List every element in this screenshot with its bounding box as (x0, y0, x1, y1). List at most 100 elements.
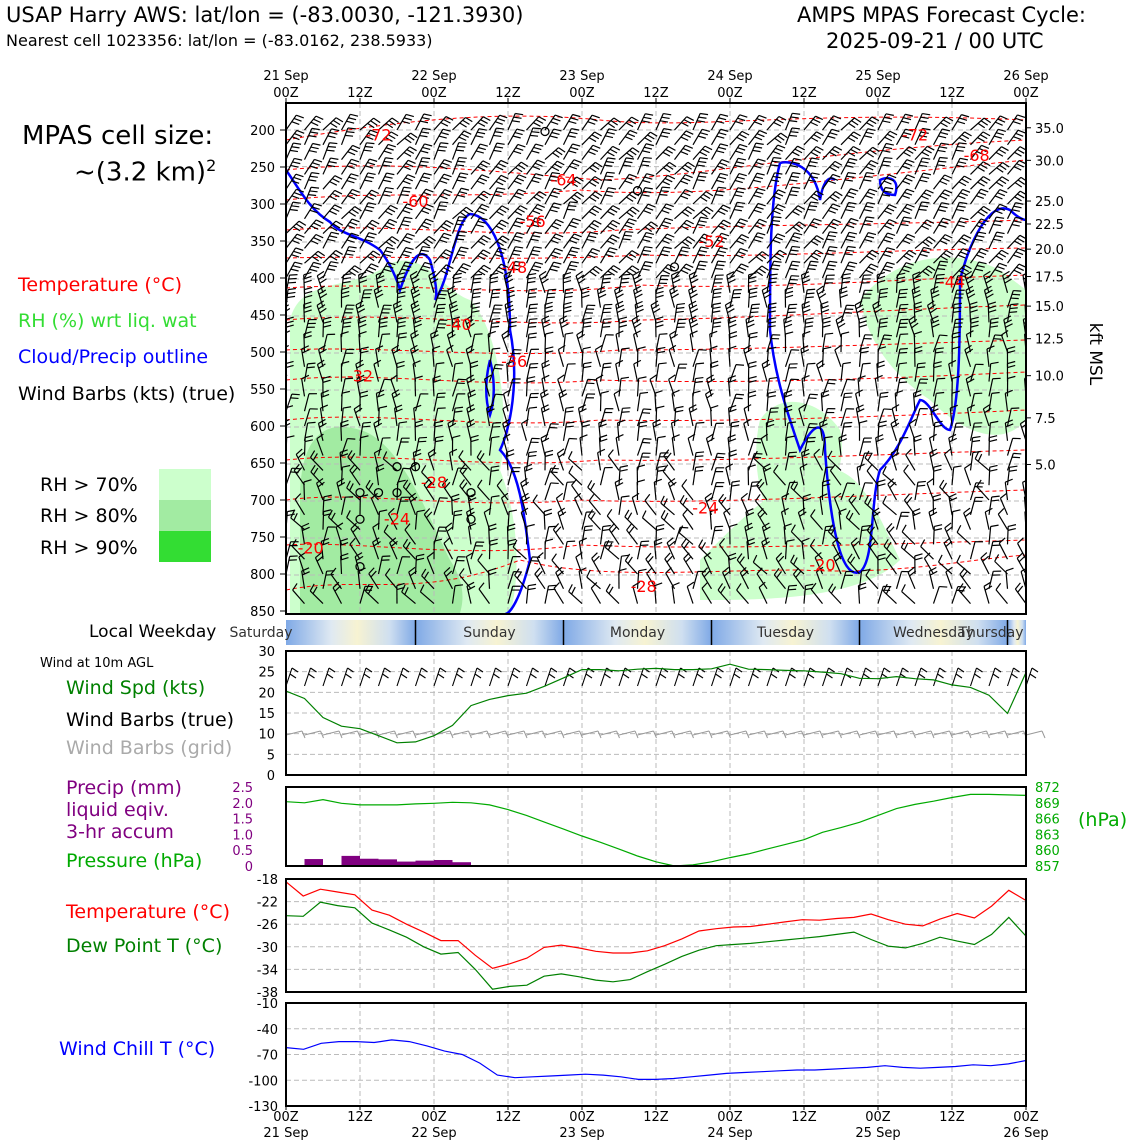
barb-flag (581, 290, 590, 295)
barb-flag (384, 225, 393, 230)
barb-staff (466, 585, 472, 604)
barb-flag (773, 216, 782, 219)
barb-flag (286, 320, 294, 324)
barb-staff (322, 117, 337, 131)
wind-barb (581, 114, 600, 131)
barb-flag (296, 114, 304, 119)
barb-flag (292, 201, 301, 204)
wind-barb (489, 159, 509, 175)
barb-staff (414, 128, 424, 146)
barb-flag (449, 293, 458, 299)
wind-barb (559, 315, 569, 338)
barb-staff (408, 571, 417, 590)
barb-staff (293, 470, 305, 486)
barb-flag (568, 205, 577, 207)
barb-flag (474, 273, 483, 276)
wind-barb (504, 300, 514, 323)
barb-flag (317, 250, 326, 257)
barb-flag (488, 330, 496, 335)
wind-barb (286, 129, 305, 146)
barb-flag (346, 510, 351, 518)
barb-flag (348, 246, 357, 249)
barb-flag (382, 451, 388, 460)
barb-flag (454, 410, 463, 413)
barb-staff (359, 250, 374, 264)
wind-barb (341, 206, 362, 220)
barb-flag (343, 273, 352, 276)
barb-flag (473, 288, 482, 291)
barb-flag (449, 300, 457, 306)
wind-barb (525, 173, 544, 190)
barb-staff (452, 130, 465, 146)
barb-flag (479, 177, 488, 182)
barb-flag (311, 206, 320, 210)
barb-staff (507, 205, 521, 220)
barb-staff (544, 188, 555, 205)
barb-flag (716, 456, 725, 459)
barb-flag (439, 239, 448, 243)
wind-barb (377, 509, 388, 530)
wind-barb (581, 161, 603, 175)
barb-staff (477, 559, 490, 575)
barb-flag (532, 210, 541, 215)
barb-flag (316, 478, 324, 484)
barb-flag (341, 286, 350, 291)
barb-flag (846, 482, 856, 485)
barb-staff (415, 203, 427, 220)
barb-staff (489, 174, 502, 190)
barb-flag (513, 264, 522, 267)
barb-flag (827, 382, 836, 385)
barb-flag (455, 223, 465, 226)
barb-flag (467, 585, 476, 591)
barb-staff (551, 559, 564, 575)
barb-flag (569, 239, 578, 244)
barb-flag (535, 173, 544, 177)
barb-flag (349, 483, 354, 491)
barb-flag (328, 264, 337, 268)
barb-flag (622, 238, 631, 241)
barb-staff (387, 513, 398, 530)
barb-flag (590, 231, 599, 235)
barb-flag (346, 180, 355, 184)
barb-flag (496, 210, 504, 216)
barb-flag (461, 187, 470, 191)
barb-flag (477, 255, 486, 260)
barb-staff (286, 173, 297, 190)
barb-flag (558, 511, 567, 517)
barb-flag (456, 253, 465, 257)
wind-barb (433, 497, 448, 515)
barb-flag (592, 247, 601, 252)
barb-flag (486, 408, 495, 413)
barb-flag (330, 512, 336, 521)
barb-flag (335, 522, 344, 528)
barb-flag (769, 273, 778, 276)
wind-barb (396, 174, 416, 190)
barb-flag (489, 542, 498, 546)
barb-flag (518, 174, 527, 179)
barb-flag (294, 236, 303, 241)
barb-flag (420, 179, 429, 183)
wind-barb (470, 249, 491, 264)
barb-flag (349, 147, 358, 153)
barb-flag (313, 222, 322, 227)
barb-flag (286, 344, 290, 348)
barb-flag (396, 582, 405, 587)
barb-staff (470, 289, 474, 308)
barb-flag (397, 280, 406, 284)
wind-barb (451, 378, 467, 397)
barb-flag (356, 363, 365, 369)
barb-staff (581, 114, 593, 131)
wind-barb (340, 437, 356, 456)
barb-flag (294, 133, 303, 138)
barb-staff (303, 128, 313, 146)
barb-flag (476, 210, 485, 215)
barb-flag (402, 209, 411, 214)
barb-flag (334, 585, 342, 592)
barb-flag (336, 478, 345, 484)
wind-barb (451, 393, 466, 412)
barb-flag (330, 567, 337, 575)
barb-flag (512, 224, 521, 228)
wind-barb (489, 263, 509, 279)
wind-barb (391, 389, 401, 412)
barb-flag (517, 143, 526, 148)
